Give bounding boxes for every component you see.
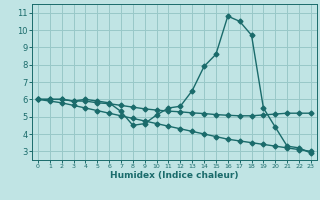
- X-axis label: Humidex (Indice chaleur): Humidex (Indice chaleur): [110, 171, 239, 180]
